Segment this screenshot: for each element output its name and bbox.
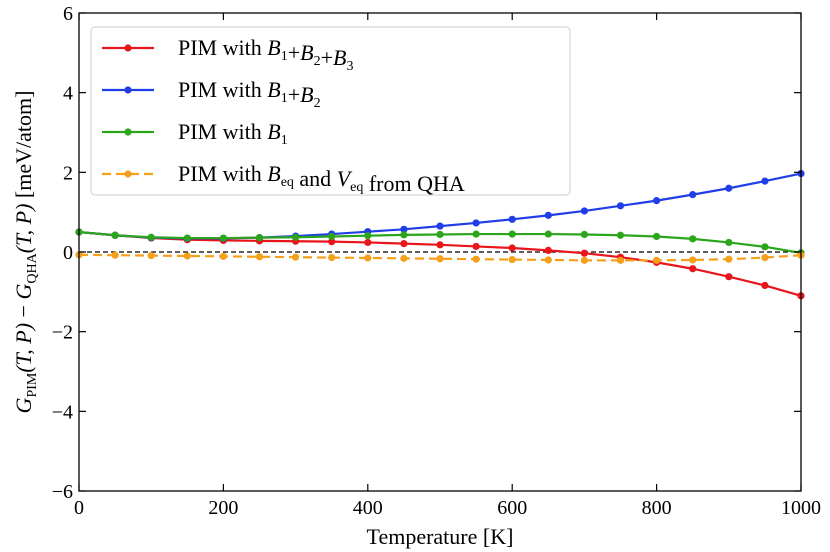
data-point (183, 234, 191, 242)
y-tick-label: 0 (63, 242, 73, 264)
legend-label: PIM with B1 (178, 119, 288, 148)
data-point (364, 238, 372, 247)
data-point (508, 255, 516, 264)
plot-lines (75, 169, 805, 300)
data-point (544, 246, 552, 255)
data-point (255, 253, 264, 261)
data-point (689, 191, 697, 199)
data-point (616, 202, 625, 210)
data-point (508, 230, 516, 238)
data-point (328, 232, 336, 241)
x-tick-label: 800 (642, 497, 672, 519)
y-tick-label: −6 (52, 481, 73, 503)
series-4 (75, 251, 805, 264)
data-point (328, 238, 336, 246)
y-tick-label: 2 (63, 162, 73, 184)
x-tick-label: 0 (74, 497, 84, 519)
data-point (436, 230, 444, 239)
data-point (580, 230, 589, 239)
data-point (761, 243, 769, 251)
data-point (292, 233, 300, 241)
data-point (689, 256, 697, 264)
x-tick-label: 1000 (781, 497, 821, 519)
data-point (761, 177, 769, 185)
y-tick-label: −2 (52, 322, 73, 344)
data-point (761, 281, 769, 290)
axis-titles: Temperature [K] GPIM(T, P) − GQHA(T, P) [… (11, 91, 513, 549)
data-point (725, 273, 733, 281)
data-point (653, 197, 661, 205)
data-point (544, 211, 552, 219)
data-point (436, 241, 444, 249)
data-point (111, 251, 119, 259)
legend-swatch-marker (124, 86, 132, 94)
data-point (147, 233, 155, 241)
data-point (183, 252, 191, 260)
axes: 0 200 400 600 800 1000 −6 −4 −2 0 2 4 6 (52, 3, 821, 519)
x-tick-label: 200 (208, 497, 238, 519)
data-point (219, 234, 227, 242)
x-axis-title: Temperature [K] (367, 524, 514, 549)
y-axis-title: GPIM(T, P) − GQHA(T, P) [meV/atom] (11, 91, 40, 414)
data-point (472, 230, 480, 238)
legend-swatch-marker (124, 128, 132, 136)
data-point (616, 231, 625, 239)
legend-label: PIM with B1+B2+B3 (178, 35, 353, 74)
data-point (292, 253, 300, 261)
data-point (436, 222, 444, 230)
legend-label: PIM with Beq and Veq from QHA (178, 161, 465, 196)
x-tick-label: 600 (497, 497, 527, 519)
legend-entry: PIM with B1+B2 (102, 77, 321, 111)
legend-entry: PIM with B1+B2+B3 (102, 35, 353, 74)
data-point (508, 244, 516, 252)
data-point (544, 230, 552, 238)
data-point (761, 253, 769, 262)
y-tick-label: 4 (63, 83, 73, 105)
data-point (725, 238, 733, 247)
data-point (653, 232, 661, 241)
data-point (400, 240, 408, 248)
legend-label: PIM with B1+B2 (178, 77, 321, 111)
data-point (580, 249, 589, 257)
x-tick-label: 400 (353, 497, 383, 519)
data-point (364, 232, 372, 240)
data-point (111, 231, 119, 239)
legend-box (90, 26, 571, 196)
data-point (544, 256, 552, 264)
series-line (78, 253, 802, 262)
data-point (364, 254, 372, 262)
data-point (725, 184, 733, 192)
data-point (508, 215, 516, 223)
y-tick-label: −4 (52, 401, 73, 423)
legend-entry: PIM with B1 (102, 119, 288, 148)
y-tick-label: 6 (63, 3, 73, 25)
series-3 (75, 228, 805, 257)
data-point (147, 251, 155, 260)
data-point (689, 235, 697, 243)
data-point (580, 256, 589, 264)
data-point (580, 207, 589, 215)
data-point (472, 255, 480, 263)
data-point (472, 219, 480, 227)
data-point (436, 255, 444, 263)
data-point (400, 231, 408, 239)
data-point (219, 252, 227, 260)
data-point (725, 255, 733, 263)
data-point (400, 225, 408, 233)
data-point (328, 253, 336, 262)
legend-entry: PIM with Beq and Veq from QHA (102, 161, 465, 196)
data-point (616, 256, 625, 264)
legend-swatch-marker (124, 44, 132, 52)
data-point (689, 265, 697, 273)
data-point (255, 234, 264, 242)
data-point (400, 254, 408, 262)
legend-swatch-marker (124, 170, 132, 178)
data-point (472, 242, 480, 251)
data-point (653, 256, 661, 264)
